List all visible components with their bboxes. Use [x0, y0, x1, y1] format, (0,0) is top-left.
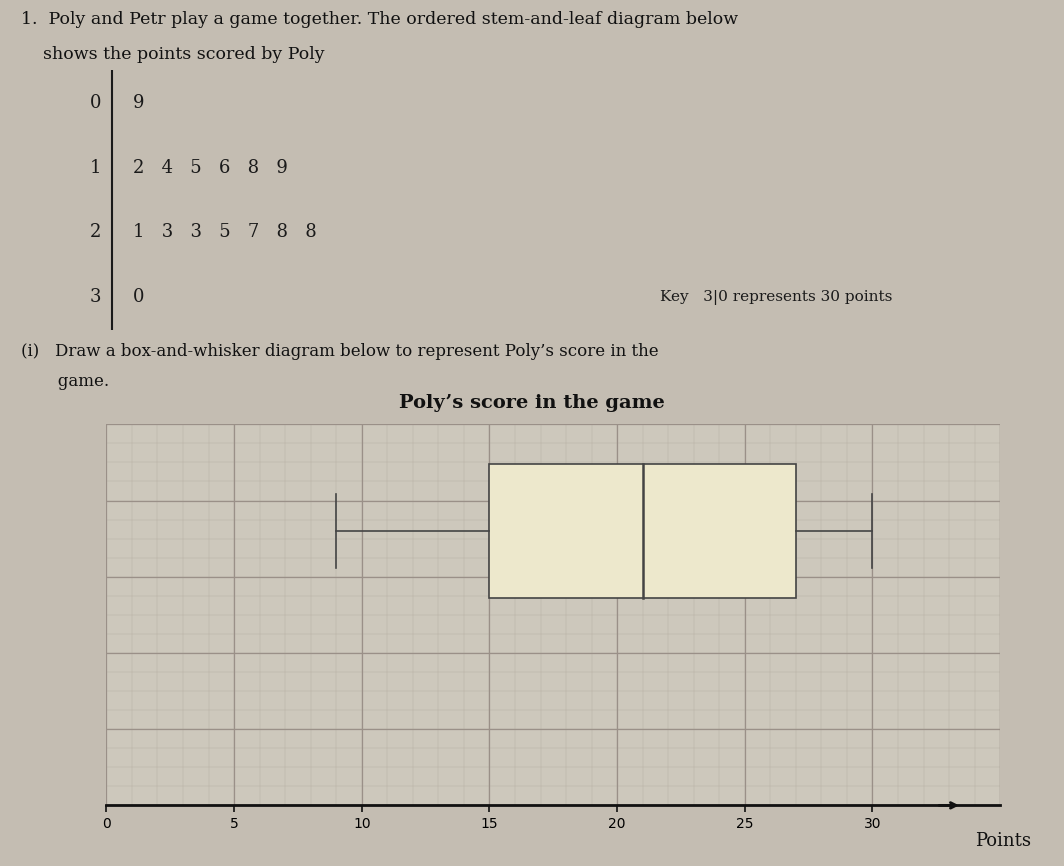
Text: game.: game. — [21, 373, 110, 391]
Text: Key   3|0 represents 30 points: Key 3|0 represents 30 points — [660, 290, 892, 305]
Text: shows the points scored by Poly: shows the points scored by Poly — [21, 46, 325, 62]
Text: 2: 2 — [90, 223, 101, 242]
Text: 9: 9 — [133, 94, 145, 112]
Text: (i)   Draw a box-and-whisker diagram below to represent Poly’s score in the: (i) Draw a box-and-whisker diagram below… — [21, 343, 659, 360]
Text: 1.  Poly and Petr play a game together. The ordered stem-and-leaf diagram below: 1. Poly and Petr play a game together. T… — [21, 11, 738, 29]
Text: 1   3   3   5   7   8   8: 1 3 3 5 7 8 8 — [133, 223, 317, 242]
Text: Poly’s score in the game: Poly’s score in the game — [399, 394, 665, 411]
Text: 1: 1 — [90, 158, 101, 177]
Text: 2   4   5   6   8   9: 2 4 5 6 8 9 — [133, 158, 288, 177]
Text: 3: 3 — [90, 288, 101, 307]
Bar — [489, 464, 796, 598]
Text: 0: 0 — [133, 288, 145, 307]
Text: Points: Points — [975, 832, 1031, 850]
Text: 0: 0 — [90, 94, 101, 112]
